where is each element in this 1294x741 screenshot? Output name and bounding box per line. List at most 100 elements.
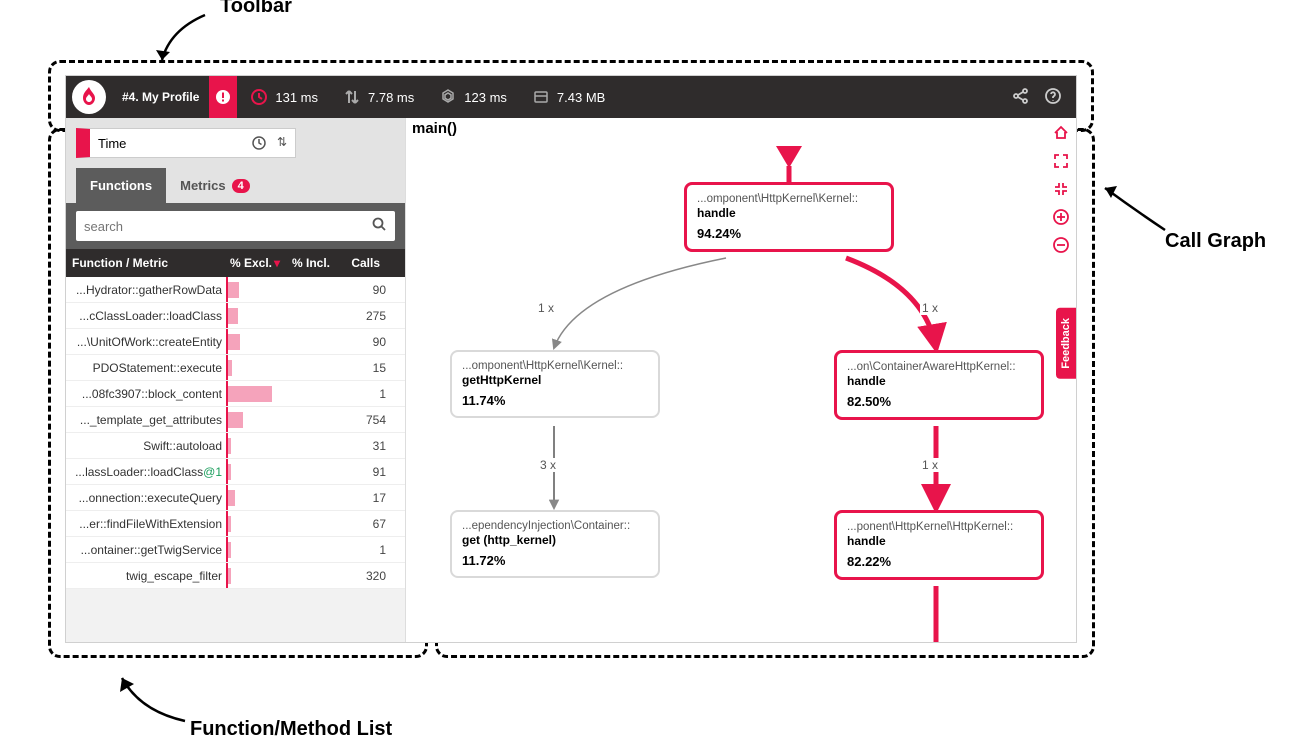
fn-calls: 754 [338, 413, 398, 427]
zoom-in-icon[interactable] [1050, 206, 1072, 228]
node-pct: 11.72% [462, 553, 648, 568]
node-path: ...omponent\HttpKernel\Kernel:: [697, 193, 881, 205]
edge-label: 1 x [536, 301, 556, 315]
cpu-icon [438, 87, 458, 107]
collapse-icon[interactable] [1050, 178, 1072, 200]
share-icon[interactable] [1012, 87, 1030, 108]
node-method: handle [847, 534, 1031, 548]
node-pct: 82.50% [847, 394, 1031, 409]
metric-io[interactable]: 7.78 ms [330, 87, 426, 107]
fn-name: twig_escape_filter [66, 569, 226, 583]
zoom-out-icon[interactable] [1050, 234, 1072, 256]
expand-icon[interactable] [1050, 150, 1072, 172]
arrow-fnlist [110, 666, 200, 726]
alert-badge[interactable] [209, 76, 237, 118]
home-icon[interactable] [1050, 122, 1072, 144]
header-excl[interactable]: % Excl.▾ [226, 256, 284, 270]
fn-calls: 90 [338, 335, 398, 349]
node-pct: 82.22% [847, 554, 1031, 569]
fn-name: PDOStatement::execute [66, 361, 226, 375]
fn-calls: 17 [338, 491, 398, 505]
tab-functions[interactable]: Functions [76, 168, 166, 203]
fn-calls: 1 [338, 543, 398, 557]
feedback-tab[interactable]: Feedback [1056, 308, 1076, 379]
metric-walltime-value: 131 ms [275, 90, 318, 105]
node-path: ...ependencyInjection\Container:: [462, 520, 648, 532]
metric-memory[interactable]: 7.43 MB [519, 87, 617, 107]
graph-node[interactable]: ...omponent\HttpKernel\Kernel::getHttpKe… [450, 350, 660, 418]
table-row[interactable]: ...onnection::executeQuery 17 [66, 485, 405, 511]
clock-icon [251, 135, 267, 154]
fn-name: ...08fc3907::block_content [66, 387, 226, 401]
node-method: get (http_kernel) [462, 533, 648, 547]
table-row[interactable]: ...er::findFileWithExtension67 [66, 511, 405, 537]
sort-icon: ▾ [274, 256, 280, 270]
fn-bar [226, 303, 338, 328]
fn-name: ...er::findFileWithExtension [66, 517, 226, 531]
header-function[interactable]: Function / Metric [66, 256, 226, 270]
search-icon [371, 216, 387, 237]
metric-cpu-value: 123 ms [464, 90, 507, 105]
dimension-label: Time [98, 136, 126, 151]
node-path: ...omponent\HttpKernel\Kernel:: [462, 360, 648, 372]
fn-bar [226, 459, 338, 484]
fn-name: ..._template_get_attributes [66, 413, 226, 427]
table-row[interactable]: ...lassLoader::loadClass@191 [66, 459, 405, 485]
table-row[interactable]: ...Hydrator::gatherRowData 90 [66, 277, 405, 303]
arrow-toolbar [150, 10, 220, 70]
tab-metrics-label: Metrics [180, 178, 226, 193]
help-icon[interactable] [1044, 87, 1062, 108]
fn-bar [226, 537, 338, 562]
fn-bar [226, 407, 338, 432]
metric-walltime[interactable]: 131 ms [237, 87, 330, 107]
fn-bar [226, 433, 338, 458]
annotation-fnlist: Function/Method List [190, 718, 392, 741]
graph-node[interactable]: ...ependencyInjection\Container::get (ht… [450, 510, 660, 578]
metrics-badge: 4 [232, 179, 250, 193]
metric-memory-value: 7.43 MB [557, 90, 605, 105]
table-row[interactable]: twig_escape_filter320 [66, 563, 405, 589]
header-incl[interactable]: % Incl. [284, 256, 338, 270]
table-row[interactable]: ..._template_get_attributes 754 [66, 407, 405, 433]
fn-calls: 90 [338, 283, 398, 297]
annotation-toolbar: Toolbar [220, 0, 292, 18]
dimension-select[interactable]: Time ⇅ [76, 128, 296, 158]
search-box[interactable] [76, 211, 395, 241]
table-row[interactable]: PDOStatement::execute15 [66, 355, 405, 381]
fn-calls: 1 [338, 387, 398, 401]
fn-bar [226, 329, 338, 354]
node-path: ...on\ContainerAwareHttpKernel:: [847, 361, 1031, 373]
fn-name: ...ontainer::getTwigService [66, 543, 226, 557]
profile-name[interactable]: #4. My Profile [112, 90, 209, 104]
clock-icon [249, 87, 269, 107]
edge-label: 3 x [538, 458, 558, 472]
function-rows: ...Hydrator::gatherRowData90...cClassLoa… [66, 277, 405, 589]
fn-name: ...cClassLoader::loadClass [66, 309, 226, 323]
header-calls[interactable]: Calls [338, 256, 388, 270]
metric-cpu[interactable]: 123 ms [426, 87, 519, 107]
node-pct: 11.74% [462, 393, 648, 408]
fn-name: ...Hydrator::gatherRowData [66, 283, 226, 297]
io-icon [342, 87, 362, 107]
call-graph[interactable]: main() ...omponent\HttpKernel\Kernel::ha… [406, 118, 1076, 642]
search-input[interactable] [84, 219, 371, 234]
graph-controls [1050, 122, 1072, 256]
table-row[interactable]: ...08fc3907::block_content 1 [66, 381, 405, 407]
fn-name: ...onnection::executeQuery [66, 491, 226, 505]
node-method: handle [697, 206, 881, 220]
table-row[interactable]: ...cClassLoader::loadClass 275 [66, 303, 405, 329]
fn-name: ...lassLoader::loadClass@1 [66, 465, 226, 479]
graph-node[interactable]: ...ponent\HttpKernel\HttpKernel::handle8… [834, 510, 1044, 580]
node-method: getHttpKernel [462, 373, 648, 387]
fn-calls: 275 [338, 309, 398, 323]
graph-node[interactable]: ...on\ContainerAwareHttpKernel::handle82… [834, 350, 1044, 420]
fn-name: Swift::autoload [66, 439, 226, 453]
tab-metrics[interactable]: Metrics 4 [166, 168, 264, 203]
table-row[interactable]: ...ontainer::getTwigService 1 [66, 537, 405, 563]
logo-flame[interactable] [72, 80, 106, 114]
memory-icon [531, 87, 551, 107]
graph-node[interactable]: ...omponent\HttpKernel\Kernel::handle94.… [684, 182, 894, 252]
fn-bar [226, 485, 338, 510]
table-row[interactable]: ...\UnitOfWork::createEntity90 [66, 329, 405, 355]
table-row[interactable]: Swift::autoload31 [66, 433, 405, 459]
